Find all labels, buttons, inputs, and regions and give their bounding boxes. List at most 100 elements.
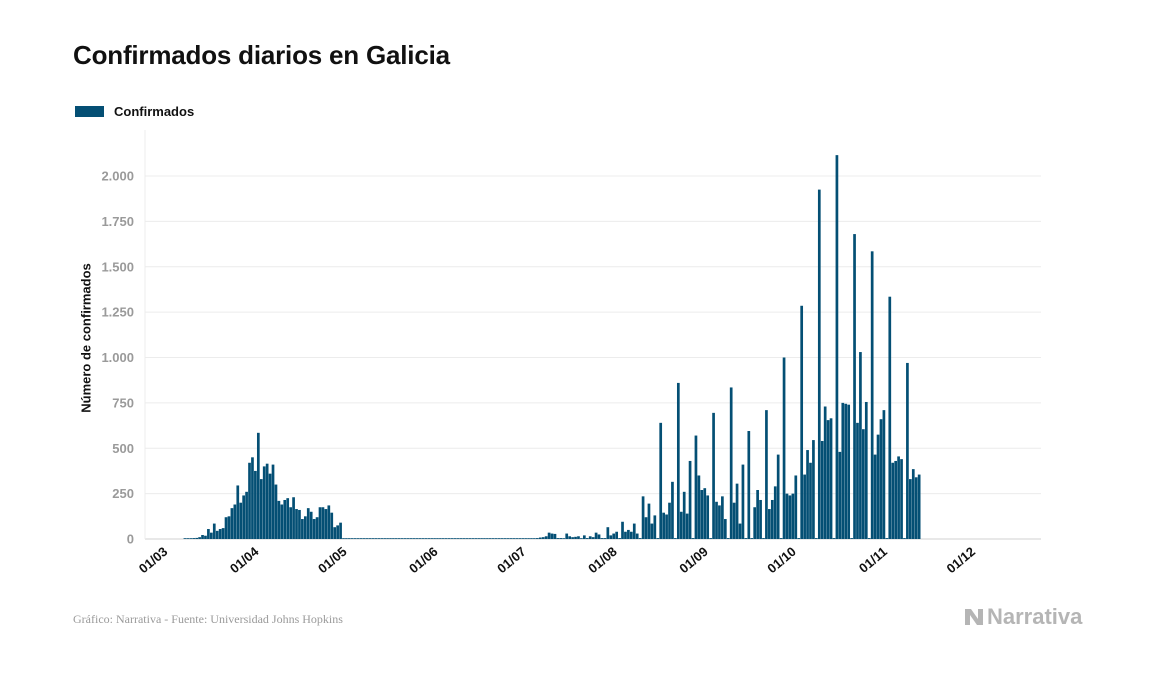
bar [597, 534, 601, 539]
bar [609, 535, 613, 539]
bar [838, 451, 842, 539]
bar [574, 536, 577, 539]
bar [356, 538, 360, 539]
bar [759, 499, 762, 539]
bar [712, 412, 715, 539]
bar [703, 488, 707, 539]
bar [259, 479, 263, 539]
bar [676, 382, 680, 539]
bar [248, 462, 251, 539]
bar [911, 469, 915, 539]
bar [688, 460, 692, 539]
bar [447, 538, 451, 539]
y-tick-label: 500 [112, 441, 134, 456]
x-tick-label: 01/09 [676, 544, 711, 576]
bar [303, 516, 307, 539]
bar [897, 456, 900, 539]
bar [494, 538, 498, 539]
bar [309, 511, 313, 539]
bar [265, 463, 269, 539]
bar [850, 538, 853, 539]
y-tick-label: 1.500 [101, 259, 134, 274]
bar [591, 537, 595, 539]
bar [389, 538, 392, 539]
bar [497, 538, 501, 539]
bar [873, 454, 877, 539]
bar [483, 538, 486, 539]
bar [365, 538, 369, 539]
bar [794, 475, 798, 539]
bar [782, 357, 786, 539]
bar [797, 538, 801, 539]
bar [500, 538, 504, 539]
bar [632, 523, 636, 539]
bar [274, 484, 278, 539]
bar [462, 538, 466, 539]
bar [518, 538, 522, 539]
bar [383, 538, 386, 539]
bar [668, 502, 671, 539]
bar [527, 538, 530, 539]
bar [336, 525, 339, 539]
bar [829, 418, 833, 539]
bar [685, 513, 689, 539]
bar [870, 251, 874, 539]
chart-title: Confirmados diarios en Galicia [73, 40, 450, 70]
bar [691, 538, 695, 539]
bar [862, 429, 865, 539]
bar [867, 538, 871, 539]
x-tick-label: 01/07 [494, 544, 529, 576]
bar [430, 538, 433, 539]
bar [776, 454, 780, 539]
legend: Confirmados [75, 104, 194, 119]
bar [844, 403, 848, 539]
y-tick-label: 750 [112, 395, 134, 410]
bar [823, 406, 827, 539]
bar [806, 450, 809, 539]
bar [679, 511, 683, 539]
bar [753, 507, 757, 539]
x-tick-label: 01/06 [406, 544, 441, 576]
bar [770, 499, 774, 539]
bar [888, 296, 892, 539]
bar [406, 538, 410, 539]
bar [812, 440, 815, 539]
bar [380, 538, 384, 539]
bar [289, 507, 292, 539]
bar [444, 538, 448, 539]
bar [588, 536, 592, 539]
bar [433, 538, 436, 539]
bar [706, 495, 710, 539]
bar [629, 531, 633, 539]
bar [209, 532, 213, 539]
bar [186, 538, 190, 539]
bar [489, 538, 492, 539]
bar [424, 538, 428, 539]
bar [580, 538, 583, 539]
bar [650, 523, 654, 539]
bar [512, 538, 516, 539]
bar [853, 234, 856, 539]
bar [550, 533, 554, 539]
bar [891, 462, 895, 539]
bar [909, 479, 912, 539]
bar [183, 538, 187, 539]
bar [348, 538, 351, 539]
bar [286, 498, 290, 539]
bar [227, 516, 231, 539]
bar [324, 509, 328, 539]
bar [359, 538, 363, 539]
bar [397, 538, 401, 539]
bar [682, 491, 686, 539]
bar [415, 538, 419, 539]
bar [195, 537, 199, 539]
bar [306, 508, 310, 539]
bar [553, 533, 557, 539]
bar [815, 538, 818, 539]
bar [330, 512, 334, 539]
bar [218, 529, 222, 539]
bar [879, 419, 883, 539]
bar [521, 538, 525, 539]
bar [409, 538, 413, 539]
bar [242, 495, 245, 539]
